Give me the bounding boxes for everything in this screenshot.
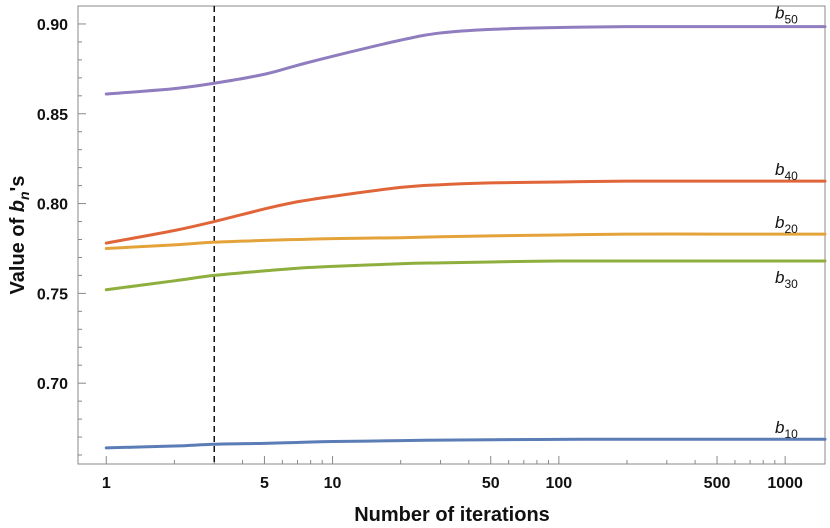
series-label-var: b <box>775 160 784 179</box>
y-axis-title-sub: n <box>16 191 32 200</box>
series-label-sub: 20 <box>784 222 798 236</box>
y-tick-label: 0.75 <box>37 286 68 303</box>
y-tick-label: 0.85 <box>37 107 68 124</box>
x-axis-ticks: 1 5 10 50 100 500 1000 <box>102 456 803 492</box>
series-line-b30 <box>104 259 827 292</box>
series-label-sub: 50 <box>784 13 798 27</box>
series-label-var: b <box>775 213 784 232</box>
series-line-b40 <box>104 179 827 245</box>
series-label-b30: b30 <box>775 268 798 291</box>
series-label-b50: b50 <box>775 4 798 27</box>
series-label-var: b <box>775 4 784 23</box>
y-axis-title-pre: Value of <box>7 212 29 294</box>
series-line-b20 <box>104 232 827 250</box>
x-tick-label: 1 <box>102 475 111 492</box>
series-line-b10 <box>104 437 827 450</box>
series-label-b20: b20 <box>775 213 798 236</box>
y-tick-label: 0.70 <box>37 376 68 393</box>
x-axis-title: Number of iterations <box>354 504 550 526</box>
x-tick-label: 50 <box>482 475 500 492</box>
x-tick-label: 5 <box>260 475 269 492</box>
x-tick-label: 10 <box>324 475 342 492</box>
y-axis-title-post: 's <box>7 176 29 192</box>
x-tick-label: 100 <box>546 475 573 492</box>
series-label-b10: b10 <box>775 418 798 441</box>
y-axis-title-var: b <box>7 200 29 212</box>
series-label-sub: 40 <box>784 169 798 183</box>
series-label-sub: 30 <box>784 277 798 291</box>
series-label-var: b <box>775 418 784 437</box>
y-tick-label: 0.90 <box>37 17 68 34</box>
series-label-var: b <box>775 268 784 287</box>
x-tick-label: 1000 <box>767 475 803 492</box>
series-label-b40: b40 <box>775 160 798 183</box>
y-axis-ticks: 0.70 0.75 0.80 0.85 0.90 <box>37 5 86 456</box>
series-label-sub: 10 <box>784 427 798 441</box>
y-tick-label: 0.80 <box>37 197 68 214</box>
y-axis-title: Value of bn's <box>7 176 32 295</box>
x-tick-label: 500 <box>704 475 731 492</box>
series-lines <box>104 25 827 450</box>
series-line-b50 <box>104 25 827 96</box>
